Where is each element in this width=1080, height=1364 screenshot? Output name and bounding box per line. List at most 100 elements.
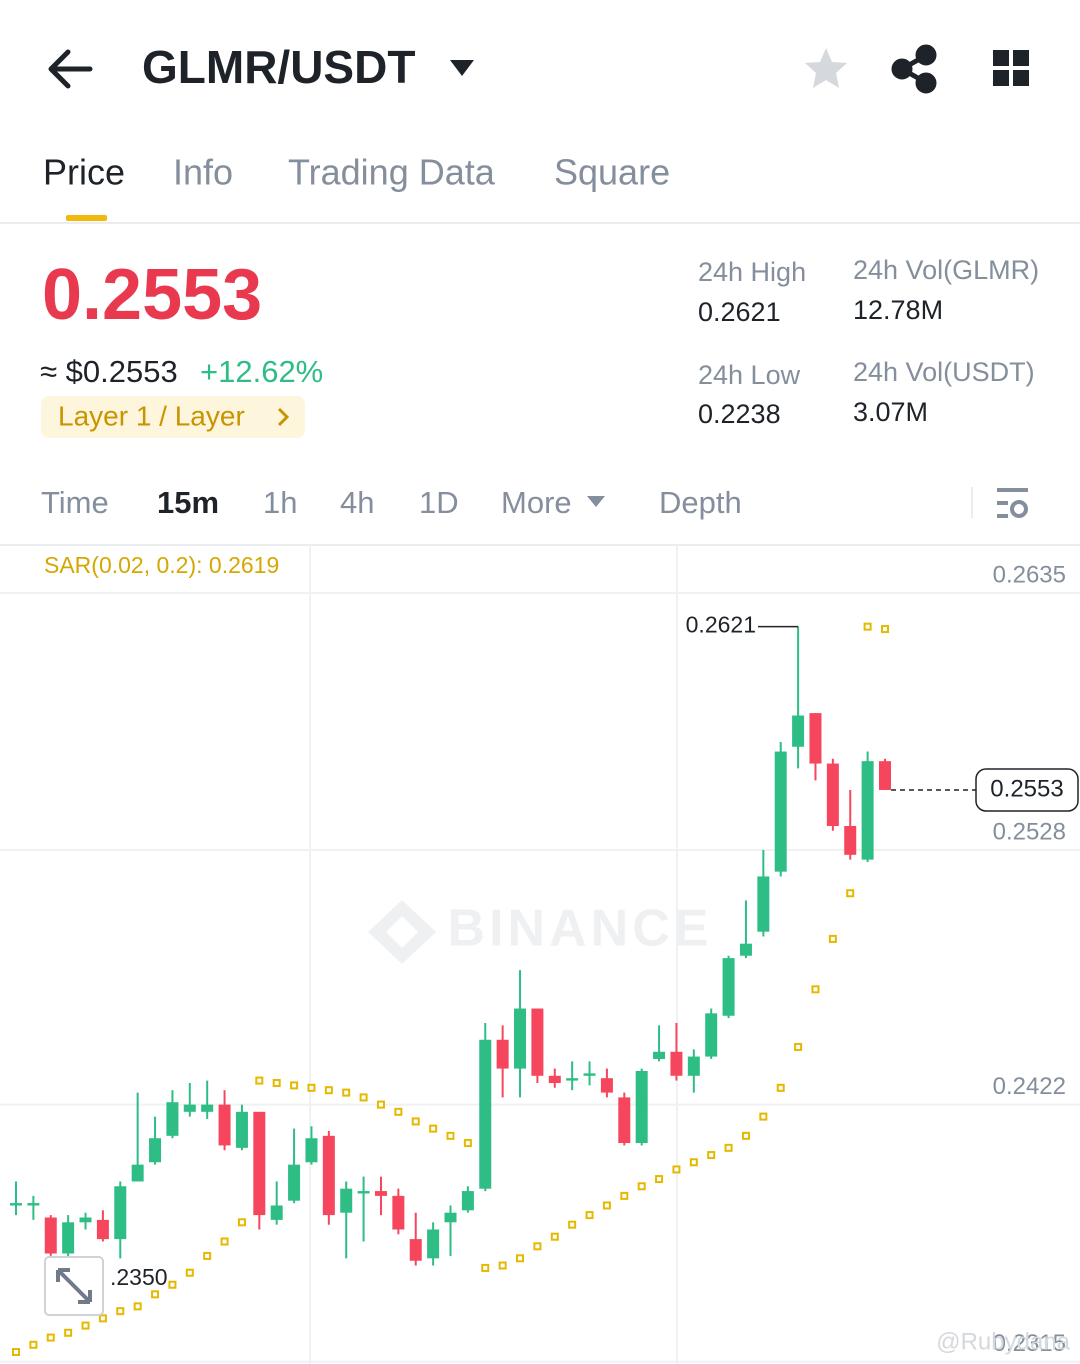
candle-body xyxy=(444,1212,457,1223)
sar-dot xyxy=(29,1340,38,1349)
candle-body xyxy=(566,1078,579,1081)
sar-dot xyxy=(237,1218,246,1227)
sar-dot xyxy=(776,1083,785,1092)
pair-dropdown[interactable] xyxy=(450,60,474,76)
interval[interactable]: 15m xyxy=(157,485,219,520)
expand-icon xyxy=(56,1268,92,1304)
last-price: 0.2553 xyxy=(42,255,262,335)
candle-body xyxy=(774,751,787,872)
y-tick-label: 0.2528 xyxy=(993,818,1066,845)
candle-body xyxy=(392,1195,405,1230)
share-button[interactable] xyxy=(891,44,937,94)
back-button[interactable] xyxy=(48,49,93,89)
sar-dot xyxy=(98,1314,107,1323)
y-tick-label: 0.2635 xyxy=(993,561,1066,588)
tab[interactable]: Trading Data xyxy=(288,152,496,193)
sar-dot xyxy=(637,1182,646,1191)
usd-price: ≈ $0.2553 xyxy=(40,354,178,389)
tag-text[interactable]: Layer 1 / Layer xyxy=(58,400,245,431)
candle-body xyxy=(531,1008,544,1076)
sar-dot xyxy=(12,1347,20,1356)
stat-label: 24h High xyxy=(698,257,806,287)
sar-dot xyxy=(359,1093,368,1102)
more-dropdown[interactable] xyxy=(587,496,605,507)
sar-dot xyxy=(307,1083,316,1092)
sar-dot xyxy=(394,1107,403,1116)
sar-dot xyxy=(811,985,820,994)
sar-dot xyxy=(481,1263,490,1272)
candle-body xyxy=(861,761,874,860)
stat-value: 12.78M xyxy=(853,295,943,325)
interval[interactable]: More xyxy=(501,485,572,520)
sar-dot xyxy=(550,1232,559,1241)
sar-dot xyxy=(516,1254,525,1263)
stat-value: 3.07M xyxy=(853,397,928,427)
candle-body xyxy=(739,943,752,956)
sar-dot xyxy=(498,1261,507,1270)
expand-button[interactable] xyxy=(44,1256,104,1316)
candle-body xyxy=(705,1013,718,1057)
sar-dot xyxy=(585,1211,594,1220)
low-marker-label: .2350 xyxy=(110,1264,168,1290)
tab[interactable]: Price xyxy=(43,152,125,193)
candle-body xyxy=(670,1051,683,1076)
candle-body xyxy=(62,1222,75,1254)
sar-dot xyxy=(46,1333,55,1342)
candle-body xyxy=(183,1104,196,1112)
pair-title[interactable]: GLMR/USDT xyxy=(142,41,415,93)
sar-dot xyxy=(255,1076,264,1085)
sar-dot xyxy=(794,1042,803,1051)
candle-body xyxy=(305,1138,318,1163)
y-tick-label: 0.2315 xyxy=(993,1330,1066,1357)
sar-dot xyxy=(828,934,837,943)
sar-dot xyxy=(116,1307,125,1316)
interval[interactable]: 1D xyxy=(419,485,459,520)
interval[interactable]: Depth xyxy=(659,485,742,520)
candle-body xyxy=(27,1203,40,1206)
tab-indicator xyxy=(66,215,107,221)
candle-body xyxy=(409,1239,422,1261)
candle-body xyxy=(635,1070,648,1144)
sar-dot xyxy=(689,1158,698,1167)
candle-body xyxy=(600,1078,613,1093)
favorite-star[interactable] xyxy=(805,48,847,88)
sar-dot xyxy=(185,1268,194,1277)
candle-body xyxy=(340,1188,353,1213)
candle-body xyxy=(288,1164,301,1201)
candle-body xyxy=(131,1164,144,1182)
candle-body xyxy=(722,958,735,1016)
tab[interactable]: Info xyxy=(173,152,233,193)
chart-settings[interactable] xyxy=(997,488,1028,518)
tab[interactable]: Square xyxy=(554,152,670,193)
sar-dot xyxy=(759,1112,768,1121)
last-price-box xyxy=(975,768,1079,812)
sar-dot xyxy=(81,1321,90,1330)
sar-dot xyxy=(151,1290,160,1299)
candle-body xyxy=(618,1097,631,1144)
candle-body xyxy=(166,1102,179,1136)
interval[interactable]: 4h xyxy=(340,485,374,520)
sar-dot xyxy=(290,1081,299,1090)
change-percent: +12.62% xyxy=(200,354,323,389)
sar-dot xyxy=(376,1100,385,1109)
sar-dot xyxy=(220,1237,229,1246)
tag-chip[interactable] xyxy=(41,396,305,438)
sar-dot xyxy=(429,1124,438,1133)
stat-label: 24h Vol(GLMR) xyxy=(853,255,1039,285)
candle-body xyxy=(496,1039,509,1069)
sar-dot xyxy=(741,1131,750,1140)
sar-dot xyxy=(342,1088,351,1097)
sar-dot xyxy=(324,1086,333,1095)
interval[interactable]: Time xyxy=(41,485,109,520)
indicator-label: SAR(0.02, 0.2): 0.2619 xyxy=(44,552,279,578)
grid-menu[interactable] xyxy=(993,50,1029,86)
sar-dot xyxy=(881,625,889,634)
sar-dot xyxy=(533,1242,542,1251)
sar-dot xyxy=(168,1280,177,1289)
candle-body xyxy=(374,1191,387,1196)
candle-body xyxy=(114,1186,127,1240)
candle-body xyxy=(687,1056,700,1076)
interval[interactable]: 1h xyxy=(263,485,297,520)
